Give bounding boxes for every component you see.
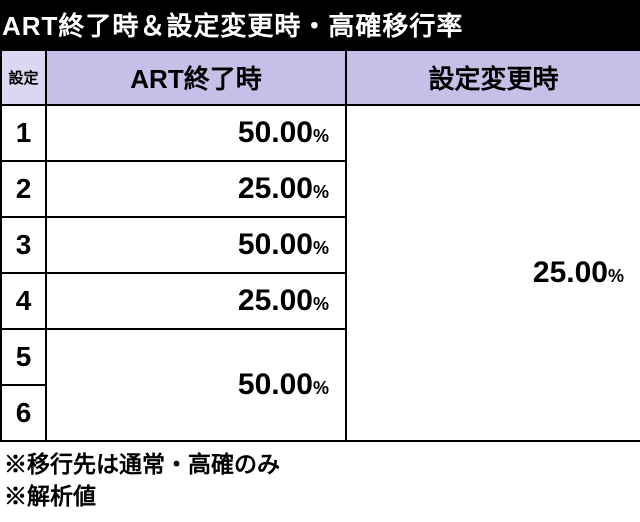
setting-cell: 6 (1, 385, 46, 441)
art-end-cell: 50.00% (46, 217, 346, 273)
table-row: 1 50.00% 25.00% (1, 105, 640, 161)
page-title: ART終了時＆設定変更時・高確移行率 (0, 0, 640, 49)
note-line: ※移行先は通常・高確のみ (4, 448, 636, 480)
note-line: ※解析値 (4, 480, 636, 512)
art-end-cell: 50.00% (46, 105, 346, 161)
setting-cell: 1 (1, 105, 46, 161)
setting-cell: 2 (1, 161, 46, 217)
art-end-cell: 50.00% (46, 329, 346, 441)
setting-cell: 3 (1, 217, 46, 273)
col-header-setting: 設定 (1, 50, 46, 105)
art-end-cell: 25.00% (46, 161, 346, 217)
col-header-setting-change: 設定変更時 (346, 50, 640, 105)
notes: ※移行先は通常・高確のみ ※解析値 (0, 442, 640, 522)
rate-table: 設定 ART終了時 設定変更時 1 50.00% 25.00% 2 25.00%… (0, 49, 640, 442)
setting-change-cell: 25.00% (346, 105, 640, 441)
art-end-cell: 25.00% (46, 273, 346, 329)
setting-cell: 5 (1, 329, 46, 385)
setting-cell: 4 (1, 273, 46, 329)
col-header-art-end: ART終了時 (46, 50, 346, 105)
